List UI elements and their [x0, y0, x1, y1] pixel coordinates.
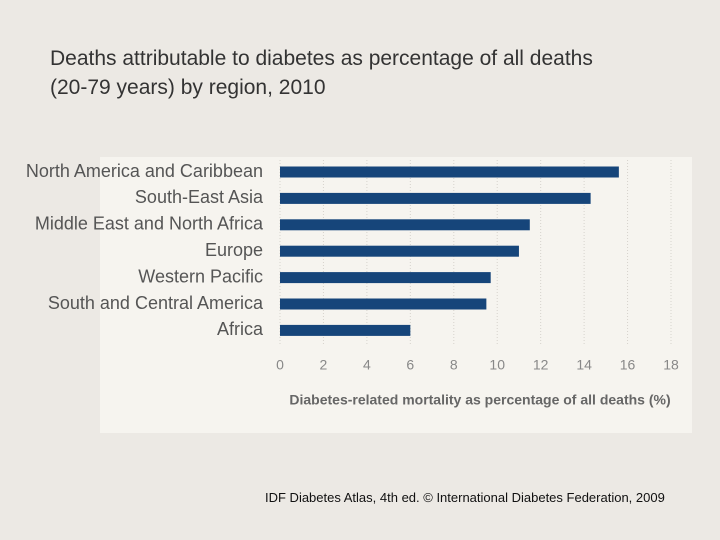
- y-tick-label: South and Central America: [48, 293, 264, 313]
- y-tick-label: Western Pacific: [138, 266, 263, 286]
- source-note: IDF Diabetes Atlas, 4th ed. © Internatio…: [265, 490, 665, 505]
- x-tick-label: 10: [489, 357, 505, 373]
- x-tick-label: 18: [663, 357, 679, 373]
- x-tick-label: 12: [533, 357, 549, 373]
- y-tick-label: Africa: [217, 319, 264, 339]
- y-tick-label: North America and Caribbean: [26, 161, 263, 181]
- x-tick-label: 6: [406, 357, 414, 373]
- x-tick-label: 8: [450, 357, 458, 373]
- x-tick-label: 0: [276, 357, 284, 373]
- x-tick-label: 16: [620, 357, 636, 373]
- x-tick-label: 4: [363, 357, 371, 373]
- bar: [280, 245, 519, 257]
- y-tick-label: Europe: [205, 240, 263, 260]
- bar: [280, 219, 530, 231]
- bar: [280, 166, 619, 178]
- x-axis-label: Diabetes-related mortality as percentage…: [289, 392, 670, 408]
- bar: [280, 272, 491, 284]
- x-tick-label: 14: [576, 357, 592, 373]
- bar: [280, 298, 487, 310]
- y-tick-label: Middle East and North Africa: [35, 214, 264, 234]
- bar: [280, 324, 411, 336]
- x-tick-label: 2: [320, 357, 328, 373]
- chart-title: Deaths attributable to diabetes as perce…: [50, 47, 593, 99]
- y-tick-label: South-East Asia: [135, 187, 264, 207]
- bar: [280, 192, 591, 204]
